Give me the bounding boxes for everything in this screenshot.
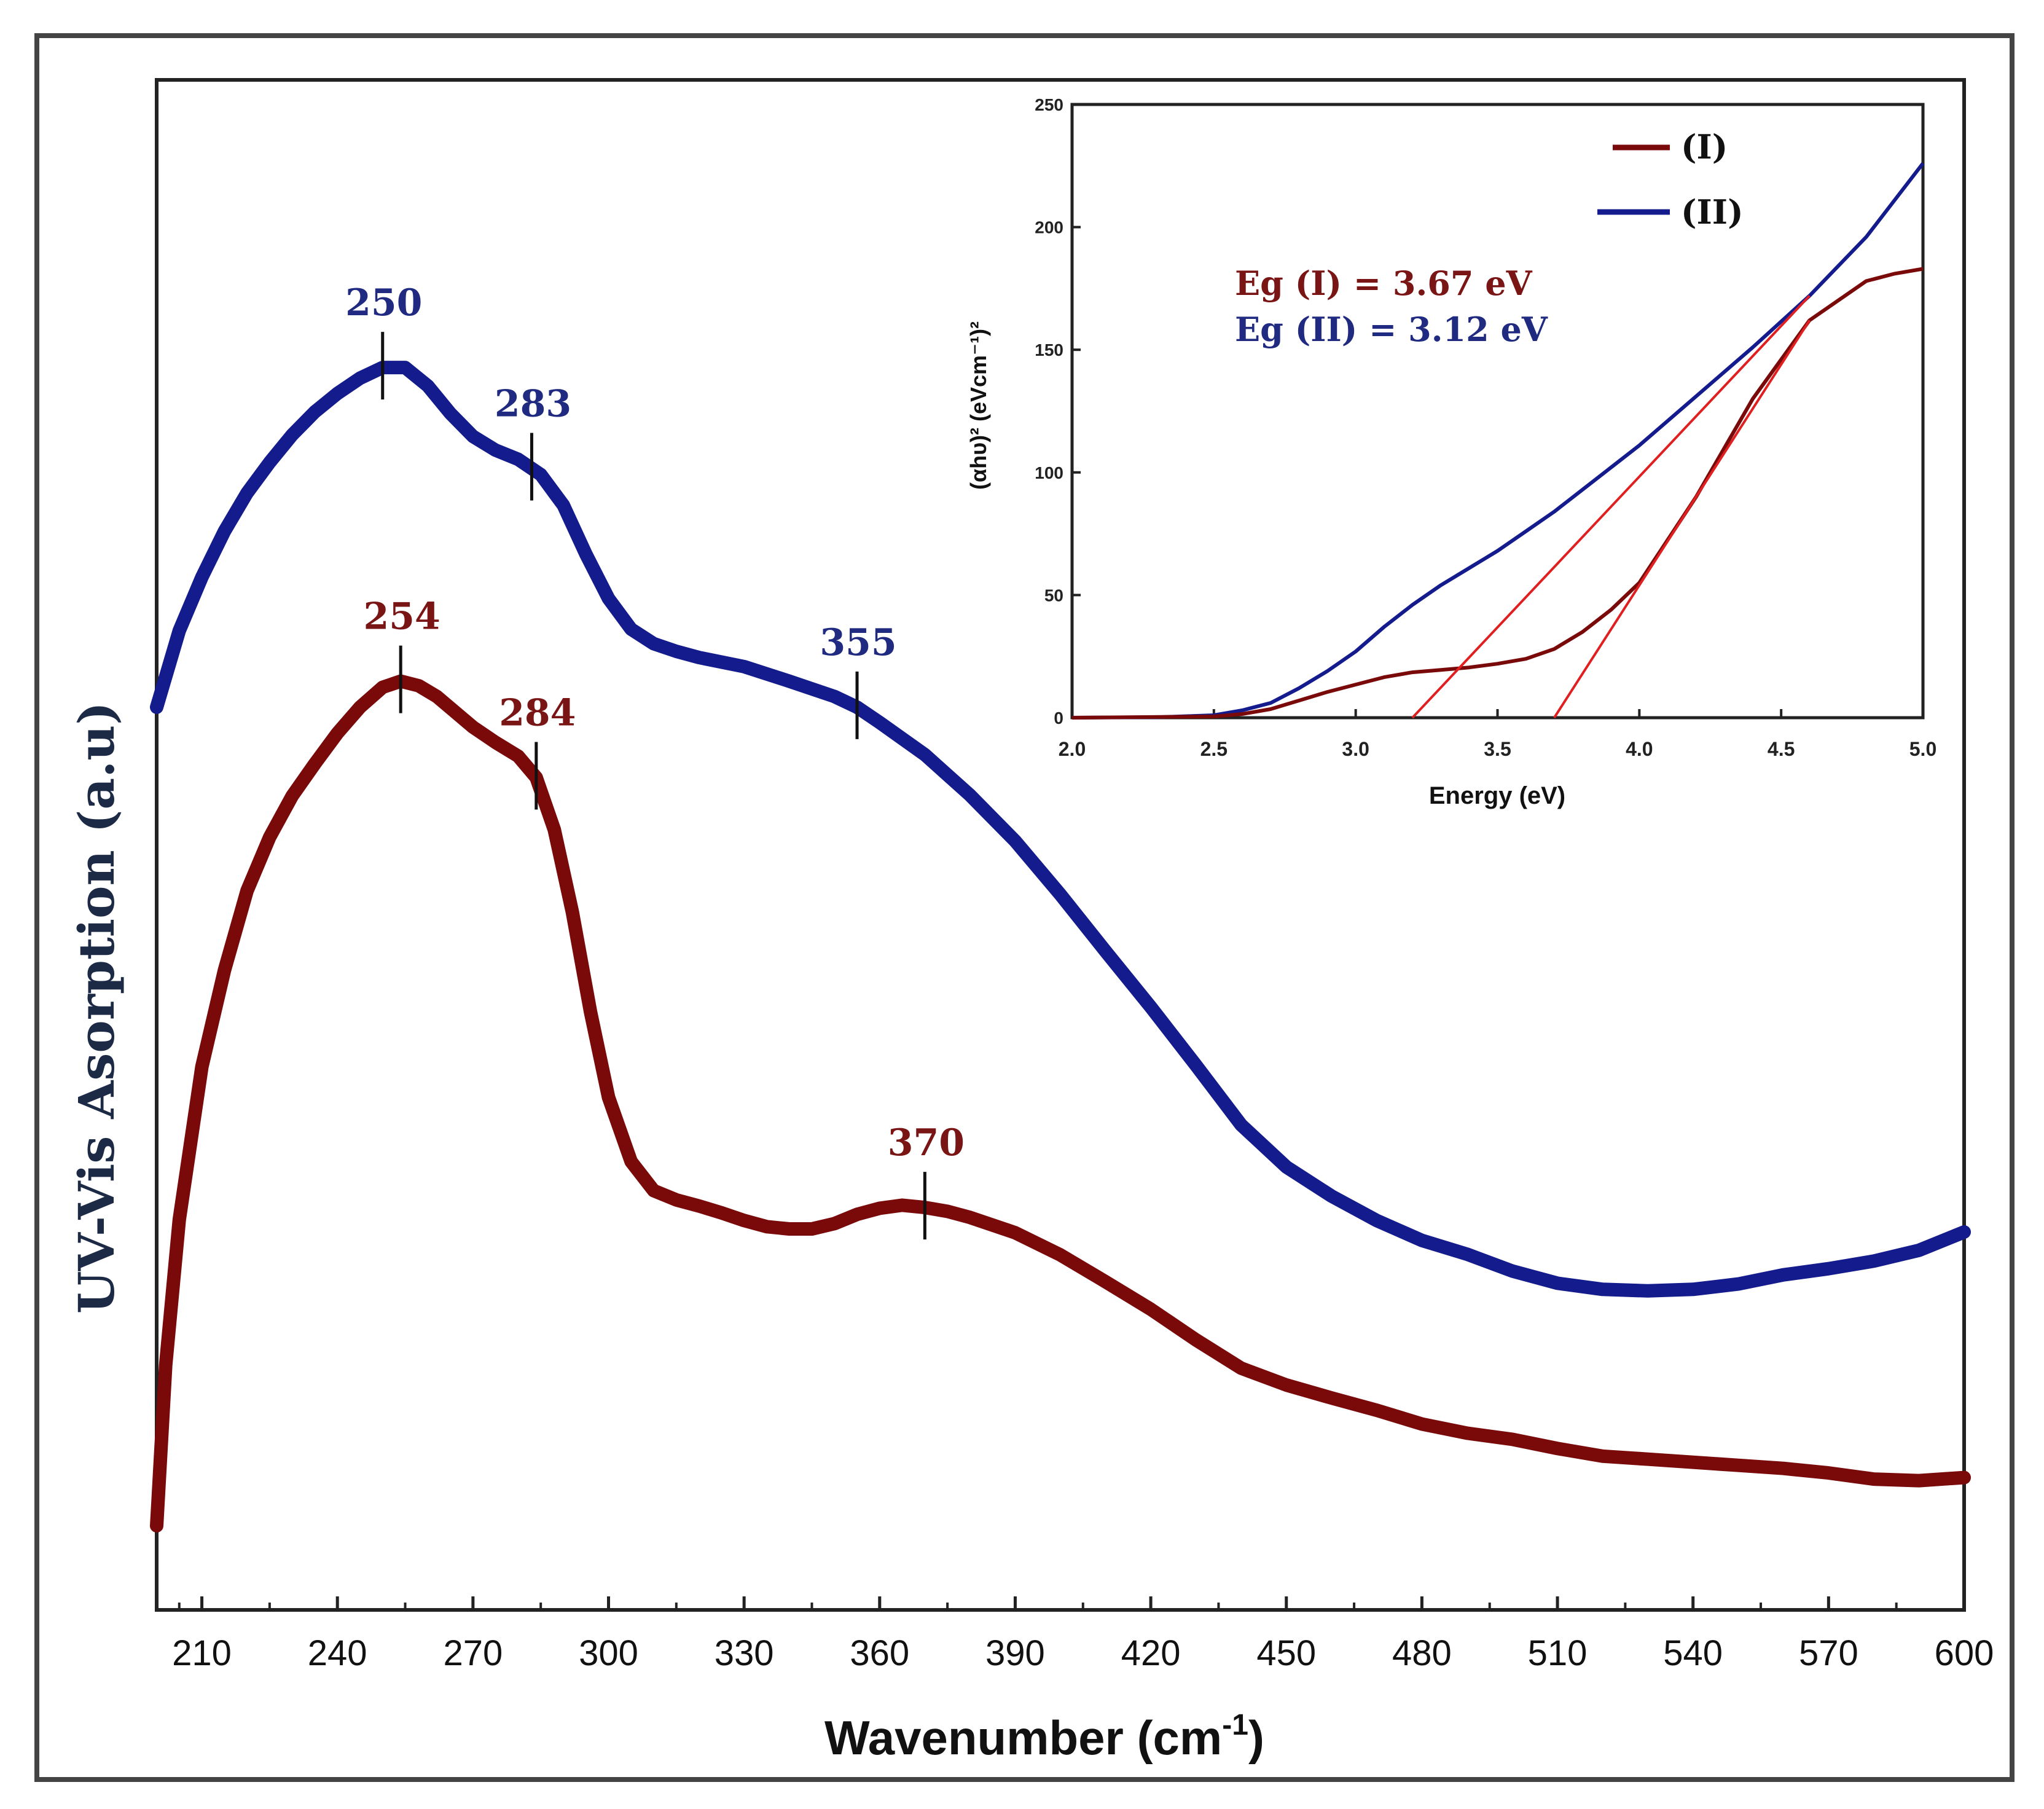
main-x-tick-label: 540 xyxy=(1663,1633,1723,1673)
inset-plot-area xyxy=(1070,103,1925,720)
inset-x-tick-label: 2.0 xyxy=(1059,738,1086,760)
main-x-tick-label: 570 xyxy=(1799,1633,1858,1673)
inset-y-axis-label: (αhυ)² (eVcm⁻¹)² xyxy=(966,321,991,490)
inset-x-tick-label: 2.5 xyxy=(1200,738,1228,760)
peak-label: 355 xyxy=(820,621,896,664)
inset-series-line-II xyxy=(1071,162,1925,720)
main-x-tick-label: 360 xyxy=(850,1633,909,1673)
main-x-tick-label: 210 xyxy=(172,1633,232,1673)
inset-y-tick-label: 100 xyxy=(1035,463,1063,482)
inset-legend: (I) (II) xyxy=(1597,127,1744,232)
tangent-line xyxy=(1411,295,1811,719)
peak-annotations: 250 283 355 254 284 370 xyxy=(345,281,965,1240)
inset-tangent-lines xyxy=(1411,295,1811,719)
main-x-tick-label: 300 xyxy=(579,1633,638,1673)
main-y-axis-label: UV-Vis Asorption (a.u) xyxy=(68,702,125,1314)
main-x-tick-label: 240 xyxy=(308,1633,367,1673)
peak-label: 250 xyxy=(345,281,422,324)
series-line-I xyxy=(150,674,1971,1533)
inset-x-tick-label: 4.5 xyxy=(1768,738,1795,760)
main-x-tick-label: 450 xyxy=(1256,1633,1316,1673)
main-x-tick-label: 600 xyxy=(1935,1633,1994,1673)
inset-x-tick-label: 3.0 xyxy=(1342,738,1369,760)
series-line-II xyxy=(150,361,1971,1298)
inset-x-tick-label: 5.0 xyxy=(1909,738,1936,760)
main-x-axis-ticks xyxy=(178,1596,1966,1610)
inset-series-line-I xyxy=(1071,267,1924,720)
legend-label-II: (II) xyxy=(1681,192,1744,232)
inset-y-tick-label: 50 xyxy=(1044,586,1063,605)
tangent-line xyxy=(1553,320,1811,719)
main-x-tick-label: 480 xyxy=(1392,1633,1452,1673)
main-x-tick-label: 330 xyxy=(715,1633,774,1673)
peak-label: 283 xyxy=(495,382,571,425)
main-plot: 210 240 270 300 330 360 390 420 450 480 510 540 570 6… xyxy=(68,78,1994,1765)
inset-x-axis-ticks: 2.0 2.5 3.0 3.5 4.0 4.5 5.0 xyxy=(1059,709,1936,760)
inset-y-tick-label: 0 xyxy=(1054,708,1063,728)
inset-x-axis-label: Energy (eV) xyxy=(1429,782,1565,809)
inset-plot: 2.0 2.5 3.0 3.5 4.0 4.5 5.0 0 50 100 150 200 250 En… xyxy=(966,95,1936,809)
main-x-tick-label: 510 xyxy=(1528,1633,1588,1673)
inset-y-tick-label: 150 xyxy=(1035,340,1063,359)
inset-x-tick-label: 4.0 xyxy=(1626,738,1653,760)
band-gap-label-I: Eg (I) = 3.67 eV xyxy=(1235,264,1533,303)
main-x-tick-label: 420 xyxy=(1121,1633,1181,1673)
main-plot-area xyxy=(155,78,1966,1612)
inset-y-tick-label: 250 xyxy=(1035,95,1063,114)
band-gap-label-II: Eg (II) = 3.12 eV xyxy=(1235,310,1548,349)
inset-y-axis-ticks: 0 50 100 150 200 250 xyxy=(1035,95,1081,728)
main-x-axis-tick-labels: 210 240 270 300 330 360 390 420 450 480 510 540 570 6… xyxy=(172,1633,1994,1673)
peak-label: 370 xyxy=(888,1121,965,1164)
inset-x-tick-label: 3.5 xyxy=(1484,738,1511,760)
peak-label: 254 xyxy=(364,595,441,638)
main-x-tick-label: 270 xyxy=(443,1633,503,1673)
peak-label: 284 xyxy=(499,691,576,734)
inset-y-tick-label: 200 xyxy=(1035,218,1063,237)
main-x-axis-label: Wavenumber (cm-1) xyxy=(824,1709,1264,1765)
legend-label-I: (I) xyxy=(1681,127,1728,167)
main-x-tick-label: 390 xyxy=(985,1633,1045,1673)
